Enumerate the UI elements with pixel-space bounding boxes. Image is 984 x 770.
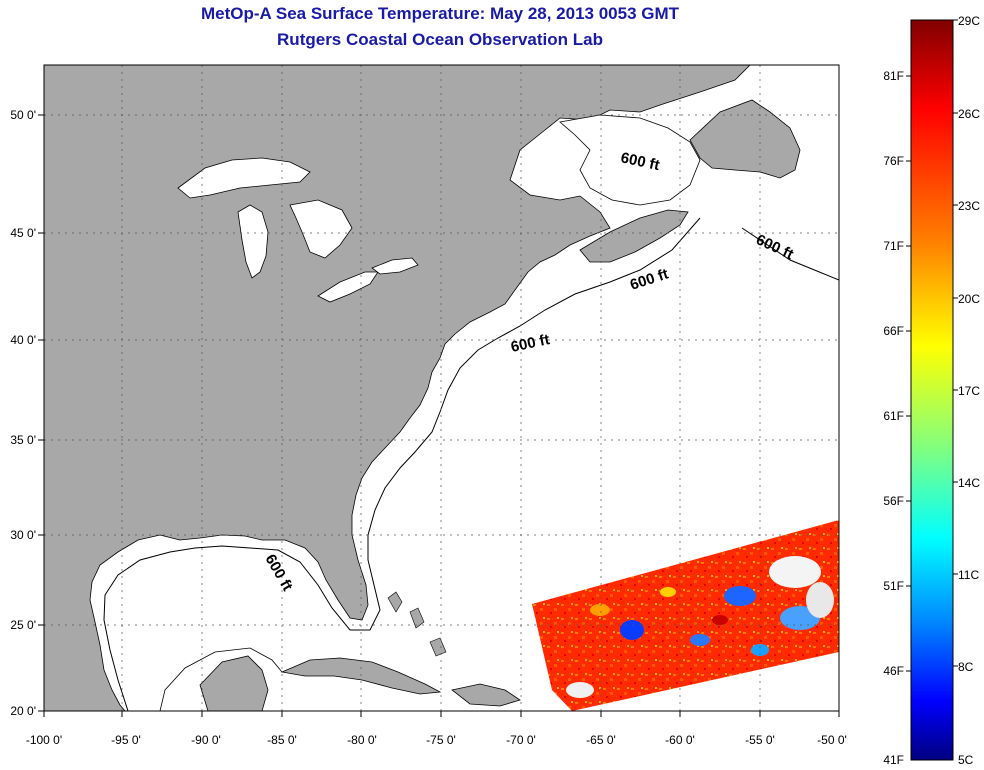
lon-tick-label: -95 0' [111, 733, 141, 747]
lat-tick-label: 40 0' [10, 333, 36, 347]
lake-ontario [371, 257, 419, 275]
lon-tick-label: -65 0' [586, 733, 616, 747]
lat-axis: 50 0' 45 0' 40 0' 35 0' 30 0' 25 0' 20 0… [10, 108, 44, 718]
lake-michigan [237, 204, 269, 279]
land-north-america [44, 65, 751, 711]
lon-axis: -100 0' -95 0' -90 0' -85 0' -80 0' -75 … [26, 711, 847, 747]
lon-tick-label: -75 0' [426, 733, 456, 747]
lon-tick-label: -50 0' [817, 733, 847, 747]
map-subtitle: Rutgers Coastal Ocean Observation Lab [277, 30, 603, 49]
colorbar-celsius-label: 14C [958, 476, 980, 490]
lake-erie [317, 271, 379, 303]
land-bahamas [387, 591, 447, 657]
colorbar-fahrenheit-label: 41F [883, 753, 904, 767]
land-hispaniola [451, 683, 521, 707]
colorbar-fahrenheit-label: 56F [883, 494, 904, 508]
colorbar-celsius-label: 11C [958, 568, 979, 582]
lon-tick-label: -70 0' [506, 733, 536, 747]
lon-tick-label: -55 0' [745, 733, 775, 747]
lat-tick-label: 30 0' [10, 528, 36, 542]
colorbar-fahrenheit-label: 71F [883, 239, 904, 253]
lat-tick-label: 35 0' [10, 433, 36, 447]
lat-tick-label: 50 0' [10, 108, 36, 122]
colorbar-celsius-label: 5C [958, 753, 974, 767]
land-newfoundland [689, 99, 801, 179]
lat-tick-label: 20 0' [10, 704, 36, 718]
map-grid [44, 65, 839, 711]
colorbar-celsius-label: 20C [958, 292, 980, 306]
colorbar-fahrenheit-label: 61F [883, 409, 904, 423]
lake-superior [177, 157, 311, 199]
colorbar-fahrenheit-label: 66F [883, 324, 904, 338]
colorbar: 29C 26C 23C 20C 17C 14C 11C 8C 5C 81F 76… [883, 14, 980, 767]
colorbar-fahrenheit-label: 76F [883, 154, 904, 168]
land-nova-scotia [579, 209, 689, 263]
colorbar-fahrenheit-label: 51F [883, 579, 904, 593]
colorbar-gradient [910, 19, 954, 761]
lon-tick-label: -85 0' [267, 733, 297, 747]
lon-tick-label: -60 0' [665, 733, 695, 747]
lat-tick-label: 25 0' [10, 618, 36, 632]
colorbar-celsius-label: 23C [958, 199, 980, 213]
lon-tick-label: -80 0' [347, 733, 377, 747]
lon-tick-label: -90 0' [191, 733, 221, 747]
gulf-st-lawrence [559, 114, 701, 206]
map-title: MetOp-A Sea Surface Temperature: May 28,… [200, 4, 680, 23]
lake-huron [289, 199, 353, 259]
land-yucatan [199, 655, 269, 711]
colorbar-fahrenheit-label: 81F [883, 69, 904, 83]
colorbar-celsius-label: 26C [958, 107, 980, 121]
lon-tick-label: -100 0' [26, 733, 62, 747]
gulf-inner-contour [159, 647, 283, 711]
colorbar-celsius-label: 17C [958, 384, 980, 398]
bathymetry-600ft-contour [103, 217, 839, 711]
lat-tick-label: 45 0' [10, 226, 36, 240]
colorbar-celsius-label: 8C [958, 660, 974, 674]
colorbar-fahrenheit-label: 46F [883, 664, 904, 678]
sst-satellite-swath [532, 520, 839, 711]
colorbar-celsius-label: 29C [958, 14, 980, 28]
